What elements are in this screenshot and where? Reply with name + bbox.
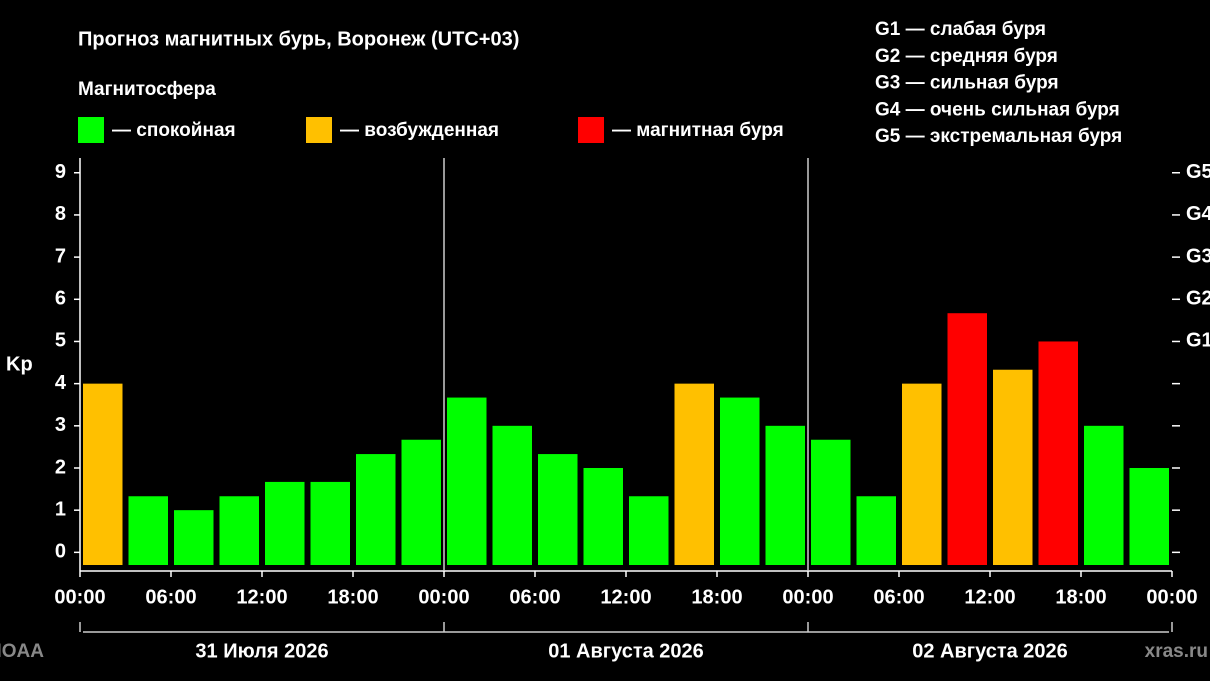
x-tick-label: 18:00 [691,586,742,608]
y-tick-label: 3 [55,414,66,436]
bar [583,467,623,565]
y-tick-label: 5 [55,330,66,352]
bar [83,383,123,565]
y-axis-label: Kp [6,353,33,375]
bar [720,397,760,565]
bar [947,313,987,565]
bar [265,481,305,565]
chart-title: Прогноз магнитных бурь, Воронеж (UTC+03) [78,28,519,50]
day-label: 31 Июля 2026 [195,640,328,662]
bar [492,425,532,565]
bar [674,383,714,565]
y-tick-label: 7 [55,245,66,267]
legend-swatch [306,117,332,143]
y2-tick-label: G3 [1186,245,1210,267]
y2-tick-label: G5 [1186,161,1210,183]
storm-scale-label: G4 — очень сильная буря [875,99,1120,120]
x-tick-label: 12:00 [964,586,1015,608]
y-tick-label: 1 [55,498,66,520]
x-tick-label: 18:00 [327,586,378,608]
x-tick-label: 00:00 [418,586,469,608]
day-label: 01 Августа 2026 [548,640,704,662]
storm-scale-label: G5 — экстремальная буря [875,126,1122,147]
bar [993,369,1033,565]
bar [356,454,396,565]
bar [538,454,578,565]
bar [310,481,350,565]
y2-tick-label: G1 [1186,330,1210,352]
bar [1129,467,1169,565]
x-tick-label: 18:00 [1055,586,1106,608]
bar [128,496,168,565]
bar [902,383,942,565]
day-label: 02 Августа 2026 [912,640,1068,662]
bar [1038,341,1078,565]
y2-tick-label: G4 [1186,203,1210,225]
y-tick-label: 2 [55,456,66,478]
y-tick-label: 8 [55,203,66,225]
storm-scale-label: G1 — слабая буря [875,19,1046,40]
bar [219,496,259,565]
legend-title: Магнитосфера [78,79,216,100]
bar [447,397,487,565]
bar [811,439,851,565]
y-tick-label: 4 [55,372,67,394]
watermark: NOAA [0,641,44,662]
bar [765,425,805,565]
legend-swatch [78,117,104,143]
legend-swatch [578,117,604,143]
bar [1084,425,1124,565]
x-tick-label: 12:00 [236,586,287,608]
y-tick-label: 0 [55,541,66,563]
x-tick-label: 00:00 [54,586,105,608]
bar [401,439,441,565]
x-tick-label: 06:00 [873,586,924,608]
watermark: xras.ru [1145,641,1208,662]
legend-label: — спокойная [112,120,236,141]
x-tick-label: 00:00 [1146,586,1197,608]
legend-label: — магнитная буря [612,120,784,141]
x-tick-label: 06:00 [509,586,560,608]
y2-tick-label: G2 [1186,288,1210,310]
storm-scale-label: G2 — средняя буря [875,46,1058,67]
bar [856,496,896,565]
storm-scale-label: G3 — сильная буря [875,73,1059,94]
legend-label: — возбужденная [340,120,499,141]
x-tick-label: 00:00 [782,586,833,608]
x-tick-label: 06:00 [145,586,196,608]
x-tick-label: 12:00 [600,586,651,608]
y-tick-label: 6 [55,288,66,310]
y-tick-label: 9 [55,161,66,183]
bar [174,510,214,565]
bar [629,496,669,565]
